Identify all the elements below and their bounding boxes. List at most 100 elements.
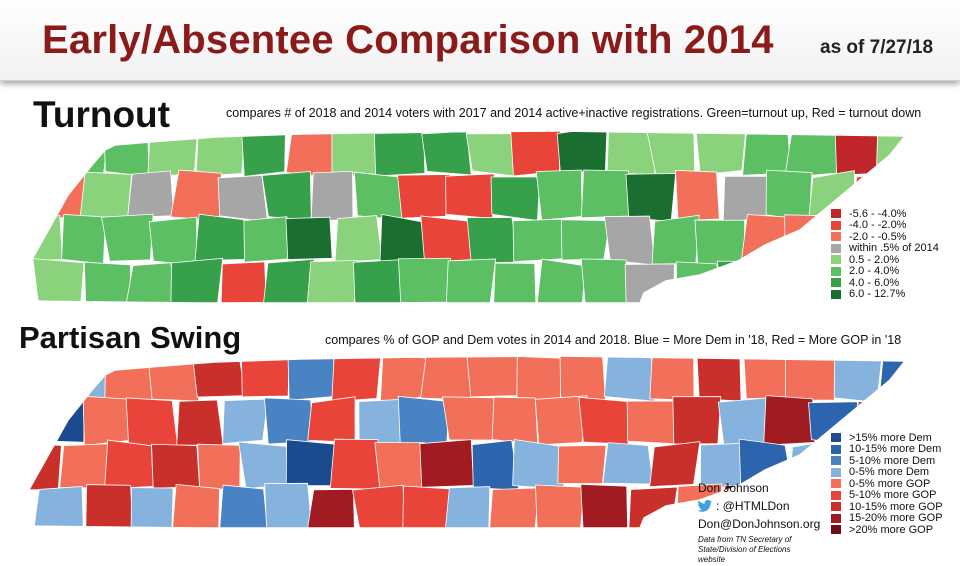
legend-swatch <box>831 232 841 242</box>
county-region <box>578 396 629 445</box>
county-region <box>556 131 608 174</box>
county-region <box>716 260 766 303</box>
county-region <box>421 131 472 176</box>
county-region <box>675 169 720 222</box>
legend-entry: 0.5 - 2.0% <box>831 254 939 266</box>
county-region <box>649 356 695 401</box>
legend-swatch <box>831 456 841 466</box>
county-region <box>516 356 563 402</box>
county-region <box>649 441 701 488</box>
county-region <box>353 171 403 221</box>
county-region <box>263 397 315 445</box>
county-region <box>580 258 631 303</box>
legend-swatch <box>831 289 841 299</box>
legend-entry: -5.6 - -4.0% <box>831 208 939 220</box>
swing-description: compares % of GOP and Dem votes in 2014 … <box>325 333 902 347</box>
county-region <box>742 131 792 176</box>
legend-entry: 2.0 - 4.0% <box>831 265 939 277</box>
legend-label: 5-10% more Dem <box>849 454 936 467</box>
legend-label: 0-5% more GOP <box>849 477 931 490</box>
legend-swatch <box>831 490 841 500</box>
county-region <box>557 444 607 485</box>
author-name: Don Johnson <box>698 481 769 495</box>
county-region <box>217 175 269 223</box>
legend-label: 6.0 - 12.7% <box>849 288 906 301</box>
county-region <box>310 170 354 222</box>
county-region <box>560 219 611 261</box>
turnout-description: compares # of 2018 and 2014 voters with … <box>226 106 922 120</box>
legend-entry: 5-10% more GOP <box>831 489 943 501</box>
county-region <box>488 487 540 528</box>
legend-entry: -4.0 - -2.0% <box>831 219 939 232</box>
county-region <box>695 131 747 176</box>
county-region <box>559 356 607 403</box>
county-region <box>33 486 84 528</box>
county-region <box>379 356 428 404</box>
county-region <box>580 169 630 219</box>
county-region <box>534 395 588 446</box>
state-outline <box>17 130 907 304</box>
county-region <box>379 213 427 267</box>
legend-entry: 10-15% more GOP <box>831 501 943 513</box>
county-region <box>512 439 565 490</box>
county-region <box>57 131 110 175</box>
state-outline <box>17 355 907 529</box>
legend-label: -4.0 - -2.0% <box>849 219 907 232</box>
author-email[interactable]: Don@DonJohnson.org <box>698 517 821 531</box>
county-region <box>285 439 338 487</box>
county-region <box>767 258 816 303</box>
county-region <box>127 170 175 219</box>
county-region <box>602 442 654 485</box>
county-region <box>358 398 405 446</box>
county-region <box>624 263 675 303</box>
county-region <box>59 443 110 489</box>
county-region <box>172 483 220 528</box>
county-region <box>18 356 62 401</box>
county-region <box>833 356 883 403</box>
county-region <box>512 218 566 263</box>
legend-label: 10-15% more GOP <box>849 500 943 513</box>
county-region <box>651 214 700 265</box>
legend-label: >15% more Dem <box>849 431 932 444</box>
county-region <box>103 131 150 178</box>
turnout-legend: -5.6 - -4.0% -4.0 - -2.0% -2.0 - -0.5% with… <box>831 208 939 300</box>
legend-swatch <box>831 278 841 288</box>
legend-label: 4.0 - 6.0% <box>849 276 900 289</box>
header-banner: Early/Absentee Comparison with 2014 as o… <box>0 0 960 81</box>
county-region <box>374 442 427 492</box>
county-region <box>535 169 583 221</box>
county-region <box>101 213 154 262</box>
legend-label: -2.0 - -0.5% <box>849 230 907 243</box>
county-region <box>18 215 63 262</box>
county-region <box>147 356 200 402</box>
legend-label: >20% more GOP <box>849 523 934 536</box>
county-region <box>420 215 475 263</box>
county-region <box>219 484 268 528</box>
legend-label: 15-20% more GOP <box>849 512 943 525</box>
county-region <box>104 356 155 403</box>
county-region <box>85 484 134 528</box>
legend-entry: 6.0 - 12.7% <box>831 288 939 301</box>
county-region <box>491 396 539 445</box>
author-twitter[interactable]: : @HTMLDon <box>698 499 820 513</box>
legend-entry: 0-5% more Dem <box>831 466 943 478</box>
as-of-date: as of 7/27/18 <box>820 37 934 58</box>
county-region <box>18 131 65 175</box>
county-region <box>420 356 474 401</box>
county-region <box>351 484 406 528</box>
county-region <box>241 357 290 398</box>
county-region <box>237 441 293 490</box>
county-region <box>104 439 154 490</box>
county-region <box>466 356 520 398</box>
county-region <box>83 261 131 303</box>
county-region <box>444 486 491 528</box>
county-region <box>419 439 475 488</box>
swing-map <box>17 355 907 529</box>
legend-swatch <box>831 525 841 535</box>
legend-entry: -2.0 - -0.5% <box>831 231 939 243</box>
county-region <box>722 175 770 223</box>
legend-entry: 10-15% more Dem <box>831 443 943 455</box>
twitter-handle: : @HTMLDon <box>716 499 790 513</box>
county-region <box>220 261 267 303</box>
swing-title: Partisan Swing <box>19 320 242 355</box>
